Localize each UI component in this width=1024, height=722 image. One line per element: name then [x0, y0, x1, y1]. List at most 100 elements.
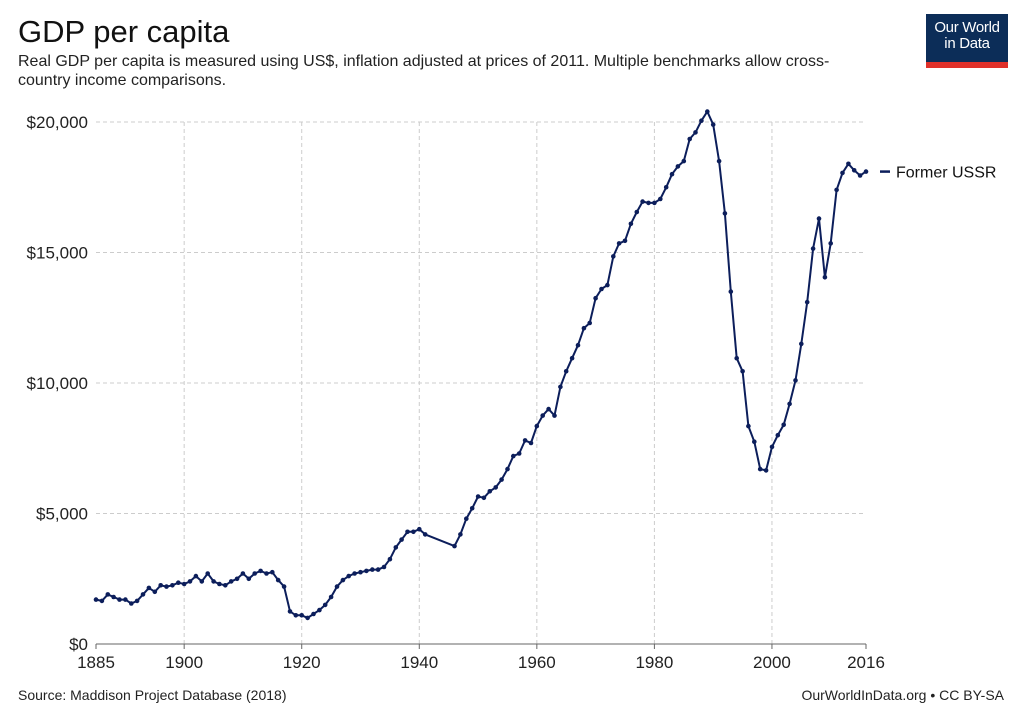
data-point [281, 584, 287, 589]
data-point [181, 581, 187, 587]
data-point [411, 529, 416, 535]
data-point [534, 423, 540, 429]
source-note: Source: Maddison Project Database (2018) [18, 687, 287, 703]
data-point [405, 529, 410, 535]
data-point [481, 495, 487, 501]
data-point [581, 325, 587, 331]
data-point [734, 355, 739, 361]
data-point [499, 477, 504, 482]
data-point [129, 601, 134, 606]
data-point [628, 221, 634, 227]
data-point [399, 537, 404, 542]
data-point [176, 580, 181, 585]
data-point [611, 254, 616, 259]
data-point [546, 406, 551, 412]
data-point [193, 573, 199, 579]
logo-line-2: in Data [944, 35, 990, 52]
data-point [851, 168, 857, 173]
data-point [563, 369, 569, 374]
data-point [787, 401, 792, 407]
y-tick-label: $0 [69, 635, 88, 654]
data-point [816, 216, 822, 221]
data-point [140, 592, 146, 597]
data-point [364, 568, 369, 574]
data-point [487, 489, 493, 494]
owid-logo[interactable]: Our World in Data [926, 14, 1008, 68]
data-point [622, 238, 628, 244]
series-line-former-ussr [95, 110, 867, 619]
data-point [752, 439, 757, 445]
data-point [616, 241, 622, 246]
data-point [270, 569, 275, 575]
data-point [663, 185, 669, 190]
data-point [164, 584, 169, 589]
x-tick-label: 1920 [283, 653, 321, 672]
y-tick-label: $10,000 [27, 374, 88, 393]
data-point [599, 286, 604, 292]
data-point [840, 170, 845, 176]
data-point [340, 577, 346, 583]
data-point [328, 594, 334, 600]
logo-accent-bar [926, 62, 1008, 68]
data-point [381, 564, 387, 570]
data-point [317, 607, 322, 613]
data-point [99, 598, 105, 604]
data-point [264, 571, 269, 576]
data-point [417, 526, 422, 532]
y-axis: $0 $5,000 $10,000 $15,000 $20,000 [27, 113, 88, 654]
data-point [658, 196, 663, 202]
x-tick-label: 1980 [635, 653, 673, 672]
data-point [846, 161, 851, 167]
data-point [587, 320, 592, 326]
data-point [469, 506, 475, 511]
data-point [634, 209, 640, 215]
data-point [781, 422, 786, 428]
y-tick-label: $5,000 [36, 505, 88, 524]
data-point [722, 211, 728, 216]
license-link[interactable]: OurWorldInData.org • CC BY-SA [801, 687, 1004, 703]
data-point [275, 577, 281, 583]
x-tick-label: 1960 [518, 653, 556, 672]
data-point [699, 118, 704, 123]
data-point [652, 200, 657, 206]
data-point [358, 569, 363, 575]
data-point [211, 579, 216, 584]
chart-title: GDP per capita [18, 14, 230, 49]
data-point [187, 579, 193, 584]
data-point [199, 579, 205, 584]
data-point [669, 171, 675, 177]
data-point [158, 583, 163, 588]
chart-grid [96, 121, 866, 644]
data-point [346, 573, 352, 579]
data-point [111, 594, 116, 600]
data-point [640, 199, 645, 204]
data-point [246, 576, 252, 582]
data-point [287, 609, 293, 614]
data-point [234, 576, 240, 582]
chart-legend: Former USSR [880, 165, 996, 182]
logo-line-1: Our World [934, 19, 1000, 36]
x-tick-label: 2000 [753, 653, 791, 672]
data-point [205, 571, 210, 576]
data-point [646, 200, 651, 206]
y-tick-label: $20,000 [27, 113, 88, 132]
data-point [740, 369, 745, 374]
data-point [464, 516, 469, 521]
data-point [134, 598, 140, 604]
data-point [822, 275, 828, 280]
data-point [311, 611, 316, 617]
data-point [223, 583, 228, 588]
data-point [605, 282, 610, 288]
x-tick-label: 1940 [400, 653, 438, 672]
data-point [387, 556, 393, 562]
data-point [352, 571, 357, 576]
data-point [810, 246, 816, 251]
data-point [528, 440, 534, 446]
data-point [522, 438, 528, 443]
data-point [152, 589, 158, 595]
data-point [552, 413, 557, 418]
data-point [775, 432, 781, 438]
chart-subtitle: Real GDP per capita is measured using US… [18, 53, 830, 89]
x-tick-label: 1900 [165, 653, 203, 672]
